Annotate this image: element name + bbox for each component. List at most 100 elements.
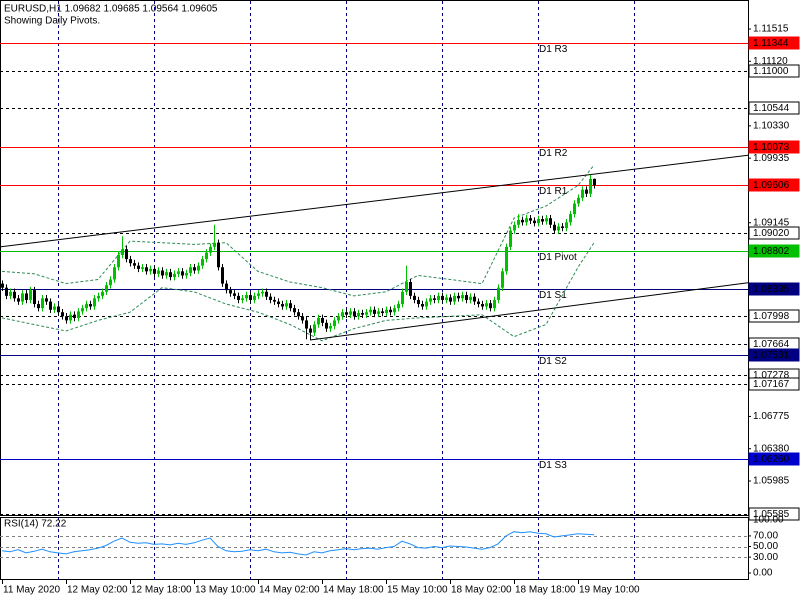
candle-body [449, 297, 452, 302]
price-label-box [748, 309, 800, 323]
rsi-title: RSI(14) 72.22 [4, 519, 67, 530]
candle-body [537, 219, 540, 224]
candle-body [549, 218, 552, 225]
candle-body [101, 291, 104, 296]
candle-body [297, 312, 300, 317]
candle-body [565, 222, 568, 229]
candle-body [313, 324, 316, 333]
candle-body [353, 311, 356, 317]
y-tick-label: 1.09145 [753, 217, 790, 228]
candle-body [41, 298, 44, 309]
price-label: 1.08335 [753, 284, 790, 295]
candle-body [385, 309, 388, 314]
candle-body [97, 295, 100, 299]
candle-body [425, 301, 428, 307]
level-name: D1 R3 [539, 44, 568, 55]
price-label: 1.07278 [753, 370, 790, 381]
candle-body [73, 314, 76, 318]
candle-body [185, 272, 188, 276]
candle-body [345, 312, 348, 315]
candle-body [289, 303, 292, 309]
x-tick-label: 14 May 02:00 [259, 585, 320, 596]
candle-body [149, 268, 152, 272]
candle-body [493, 299, 496, 309]
candle-body [541, 219, 544, 222]
candle-body [177, 271, 180, 274]
candle-body [285, 303, 288, 307]
candle-body [85, 304, 88, 309]
candle-body [109, 279, 112, 286]
candle-body [269, 296, 272, 300]
candle-body [181, 271, 184, 276]
candle-body [329, 326, 332, 329]
candle-body [273, 299, 276, 302]
candle-body [189, 267, 192, 273]
candle-body [521, 219, 524, 223]
candle-body [213, 242, 216, 247]
level-name: D1 Pivot [539, 252, 577, 263]
candle-body [281, 304, 284, 307]
candle-body [169, 272, 172, 278]
trend-line [309, 282, 749, 341]
candle-body [65, 316, 68, 321]
candle-body [333, 320, 336, 327]
candle-body [485, 303, 488, 307]
candle-body [465, 295, 468, 300]
candle-body [129, 259, 132, 264]
candle-body [125, 249, 128, 260]
candle-body [361, 313, 364, 315]
candle-body [25, 293, 28, 300]
candle-body [321, 317, 324, 323]
candle-body [413, 295, 416, 300]
price-label: 1.10544 [753, 103, 790, 114]
candle-body [217, 242, 220, 268]
candle-body [137, 265, 140, 269]
candle-body [49, 301, 52, 310]
candle-body [5, 287, 8, 296]
level-name: D1 R1 [539, 186, 568, 197]
chart-subtitle: Showing Daily Pivots. [4, 16, 100, 27]
candle-body [501, 271, 504, 288]
candle-body [569, 214, 572, 223]
candle-body [305, 320, 308, 329]
price-label: 1.07167 [753, 379, 790, 390]
candle-body [317, 317, 320, 325]
candle-body [173, 273, 176, 278]
y-tick-label: 1.06380 [753, 443, 790, 454]
candle-body [505, 246, 508, 272]
candle-body [369, 309, 372, 313]
candle-body [405, 281, 408, 292]
candle-body [489, 303, 492, 309]
candle-body [89, 304, 92, 307]
y-tick-label: 1.05985 [753, 476, 790, 487]
candle-body [577, 197, 580, 204]
y-tick-label: 100.00 [753, 515, 784, 526]
candle-body [301, 316, 304, 321]
candle-body [57, 306, 60, 313]
candle-body [393, 308, 396, 313]
candle-body [113, 267, 116, 280]
plot [0, 154, 749, 556]
level-name: D1 S3 [539, 460, 567, 471]
candle-body [253, 295, 256, 300]
candle-body [1, 283, 4, 288]
price-label-box [748, 64, 800, 78]
price-label: 1.09606 [753, 180, 790, 191]
candle-body [389, 309, 392, 313]
price-label: 1.07531 [753, 350, 790, 361]
candle-body [29, 290, 32, 300]
candle-body [357, 313, 360, 317]
envelope-band [1, 164, 595, 297]
candle-body [337, 316, 340, 321]
candle-body [349, 311, 352, 315]
candle-body [193, 267, 196, 271]
candle-body [105, 285, 108, 292]
candle-body [141, 267, 144, 269]
price-label: 1.07664 [753, 339, 790, 350]
level-name: D1 S1 [539, 290, 567, 301]
price-label: 1.06260 [753, 454, 790, 465]
price-label: 1.08802 [753, 246, 790, 257]
candle-body [437, 295, 440, 300]
